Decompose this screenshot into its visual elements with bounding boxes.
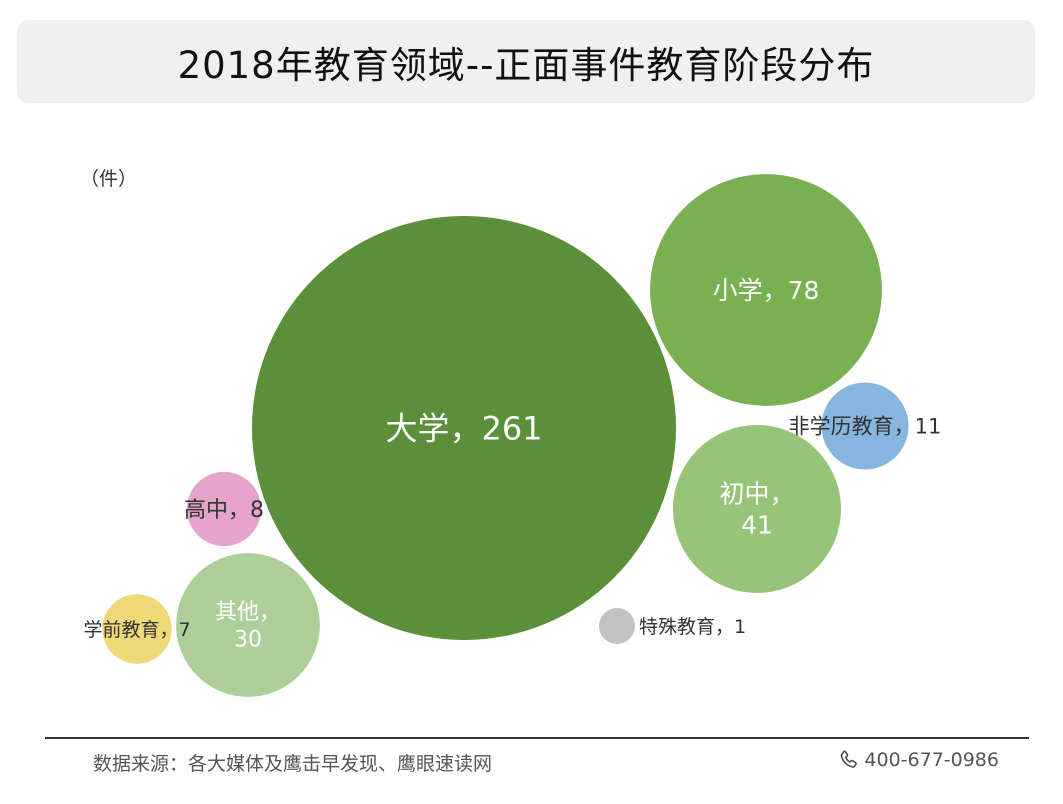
title-bar: 2018年教育领域--正面事件教育阶段分布	[17, 20, 1035, 103]
bubble-小学	[650, 174, 882, 406]
bubble-高中	[186, 471, 262, 547]
source-text: 数据来源：各大媒体及鹰击早发现、鹰眼速读网	[93, 753, 493, 775]
footer-divider	[45, 737, 1029, 739]
chart-title: 2018年教育领域--正面事件教育阶段分布	[177, 43, 875, 87]
unit-label: （件）	[80, 168, 138, 190]
bubble-chart: 大学，261 小学，78 初中， 41 其他， 30 非学历教育，11 高中，8 学前教育，7 特…	[83, 174, 942, 697]
bubble-label-其他: 其他， 30	[215, 600, 281, 653]
bubble-label-非学历教育: 非学历教育，11	[789, 415, 942, 439]
bubble-大学	[252, 216, 676, 640]
bubble-label-初中: 初中， 41	[719, 479, 794, 539]
phone-icon	[841, 750, 858, 768]
bubble-label-小学: 小学，78	[713, 276, 820, 305]
bubble-特殊教育	[599, 608, 635, 644]
bubble-label-高中: 高中，8	[184, 498, 264, 523]
bubble-学前教育	[102, 594, 172, 664]
bubble-label-学前教育: 学前教育，7	[83, 619, 190, 641]
phone-number: 400-677-0986	[864, 749, 999, 771]
phone-contact: 400-677-0986	[838, 749, 999, 771]
bubble-初中	[672, 424, 842, 594]
bubble-非学历教育	[821, 382, 909, 470]
bubble-label-特殊教育: 特殊教育，1	[639, 616, 746, 638]
bubble-其他	[176, 553, 320, 697]
bubble-label-大学: 大学，261	[385, 410, 542, 448]
